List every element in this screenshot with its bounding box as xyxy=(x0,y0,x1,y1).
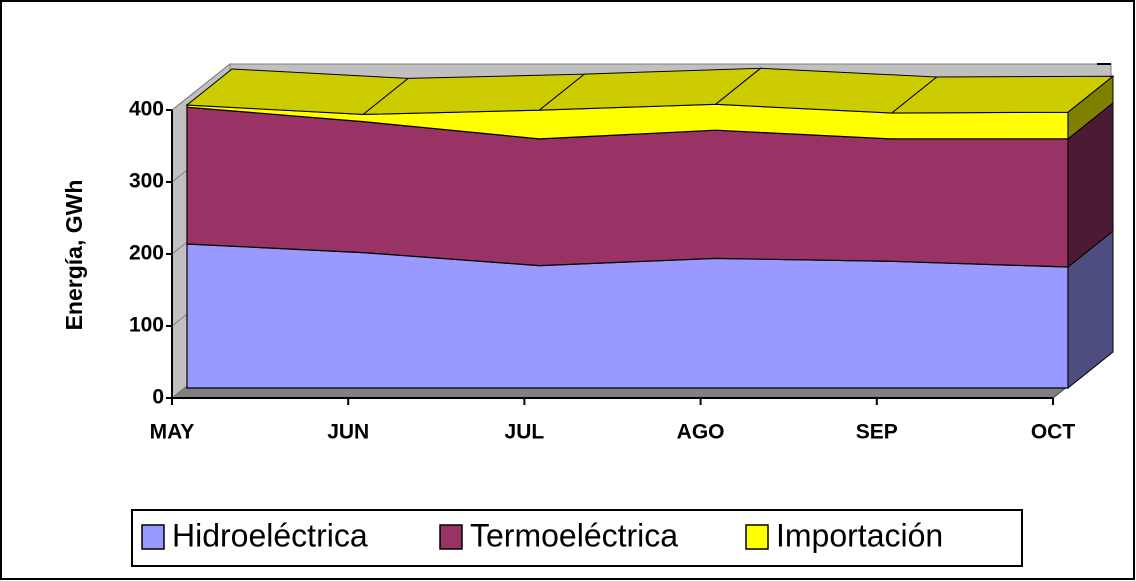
y-tick-label: 200 xyxy=(129,242,164,265)
legend-swatch xyxy=(745,524,769,550)
y-tick-label: 100 xyxy=(129,314,164,337)
legend-label: Hidroeléctrica xyxy=(172,517,368,553)
x-tick-label: MAY xyxy=(150,421,195,444)
y-tick-label: 0 xyxy=(152,386,164,409)
y-axis-title: Energía, GWh xyxy=(61,180,87,331)
area-top xyxy=(890,75,1115,114)
area xyxy=(186,243,1069,389)
legend-box xyxy=(131,509,1023,567)
y-tick-label: 300 xyxy=(129,170,164,193)
x-tick-label: AGO xyxy=(677,421,725,444)
legend-swatch xyxy=(141,524,165,550)
x-tick-label: JUN xyxy=(327,421,369,444)
y-tick-label: 400 xyxy=(129,98,164,121)
legend-label: Termoeléctrica xyxy=(470,517,678,553)
side-grid xyxy=(171,63,231,111)
legend-label: Importación xyxy=(776,517,943,553)
legend-swatch xyxy=(439,524,463,550)
x-tick-label: JUL xyxy=(505,421,545,444)
x-tick-label: OCT xyxy=(1031,421,1076,444)
x-tick-label: SEP xyxy=(856,421,898,444)
